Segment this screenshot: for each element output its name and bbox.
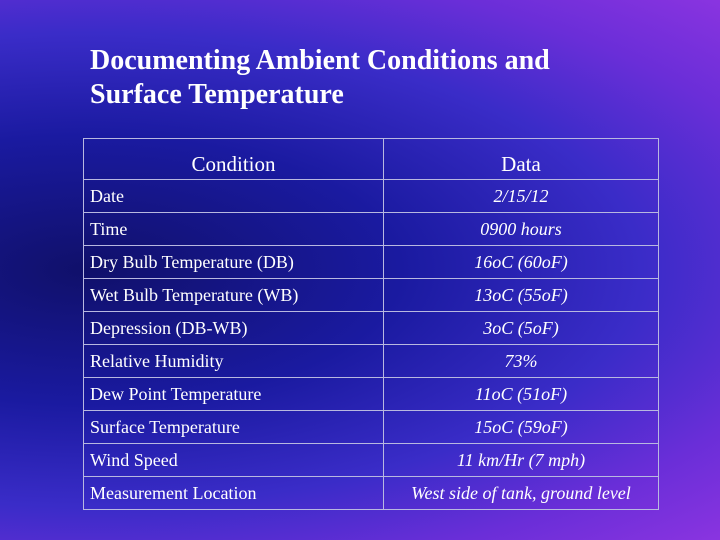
table-row: Surface Temperature 15oC (59oF) — [83, 410, 659, 444]
table-row: Wind Speed 11 km/Hr (7 mph) — [83, 443, 659, 477]
slide-title-line-2: Surface Temperature — [90, 79, 344, 110]
condition-cell: Depression (DB-WB) — [83, 311, 384, 345]
condition-cell: Relative Humidity — [83, 344, 384, 378]
data-cell: 11 km/Hr (7 mph) — [383, 443, 659, 477]
table-row: Relative Humidity 73% — [83, 344, 659, 378]
condition-cell: Measurement Location — [83, 476, 384, 510]
condition-cell: Dry Bulb Temperature (DB) — [83, 245, 384, 279]
condition-cell: Wet Bulb Temperature (WB) — [83, 278, 384, 312]
data-cell: 3oC (5oF) — [383, 311, 659, 345]
data-cell: West side of tank, ground level — [383, 476, 659, 510]
table-row: Measurement Location West side of tank, g… — [83, 476, 659, 510]
table-body: Date 2/15/12 Time 0900 hours Dry Bulb Temper… — [83, 179, 659, 510]
table-row: Time 0900 hours — [83, 212, 659, 246]
column-header-data: Data — [383, 138, 659, 180]
table-row: Wet Bulb Temperature (WB) 13oC (55oF) — [83, 278, 659, 312]
slide-title-line-1: Documenting Ambient Conditions and — [90, 45, 550, 76]
table-header-row: Condition Data — [83, 138, 659, 180]
condition-cell: Time — [83, 212, 384, 246]
condition-cell: Surface Temperature — [83, 410, 384, 444]
data-cell: 11oC (51oF) — [383, 377, 659, 411]
data-cell: 15oC (59oF) — [383, 410, 659, 444]
data-cell: 73% — [383, 344, 659, 378]
data-cell: 16oC (60oF) — [383, 245, 659, 279]
table-row: Date 2/15/12 — [83, 179, 659, 213]
table-row: Dry Bulb Temperature (DB) 16oC (60oF) — [83, 245, 659, 279]
data-cell: 0900 hours — [383, 212, 659, 246]
condition-cell: Dew Point Temperature — [83, 377, 384, 411]
column-header-condition: Condition — [83, 138, 384, 180]
table-row: Depression (DB-WB) 3oC (5oF) — [83, 311, 659, 345]
condition-cell: Date — [83, 179, 384, 213]
data-cell: 2/15/12 — [383, 179, 659, 213]
slide-title: Documenting Ambient Conditions and Surfa… — [90, 44, 690, 112]
data-cell: 13oC (55oF) — [383, 278, 659, 312]
table-row: Dew Point Temperature 11oC (51oF) — [83, 377, 659, 411]
conditions-table: Condition Data Date 2/15/12 Time 0900 hours… — [83, 138, 659, 510]
condition-cell: Wind Speed — [83, 443, 384, 477]
